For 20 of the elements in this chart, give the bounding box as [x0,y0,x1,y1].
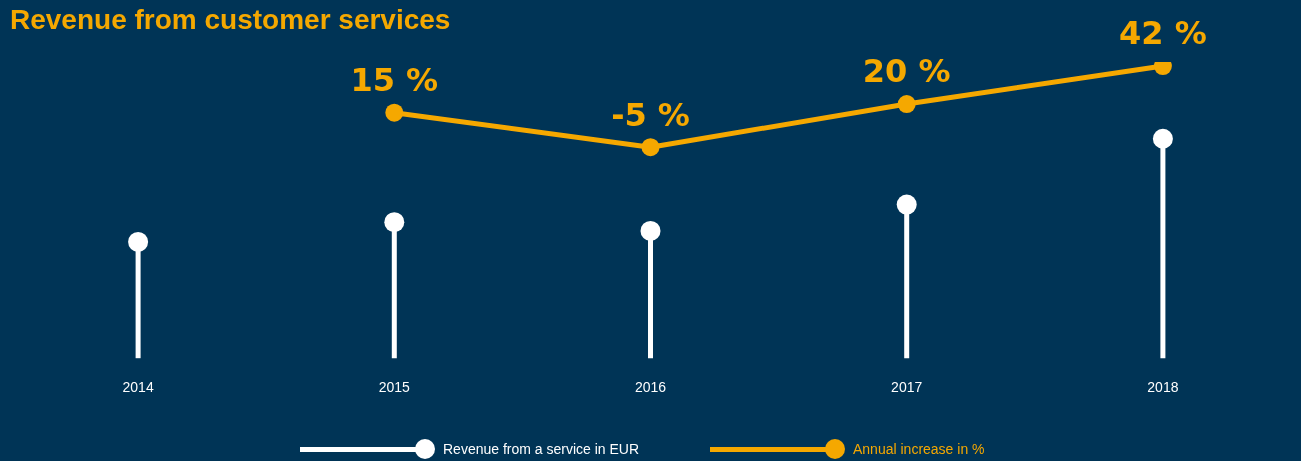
x-tick-label: 2015 [378,379,411,396]
data-label: 15 % [350,60,439,99]
point [897,95,916,114]
chart-title: Revenue from customer services [10,4,451,36]
point [385,103,404,122]
x-tick-label: 2017 [891,379,923,396]
legend-label: Revenue from a service in EUR [443,441,640,457]
x-tick-label: 2018 [1147,379,1179,396]
x-tick-label: 2014 [122,379,154,396]
legend-label: Annual increase in % [853,441,985,457]
x-tick-label: 2016 [634,379,667,396]
data-label: 20 % [862,52,951,91]
data-label: -5 % [611,95,690,134]
point [641,138,660,157]
point [1152,128,1173,149]
data-label: 42 % [1119,14,1207,53]
point [640,220,661,241]
point [896,194,917,215]
point [384,212,405,233]
point [128,231,149,252]
